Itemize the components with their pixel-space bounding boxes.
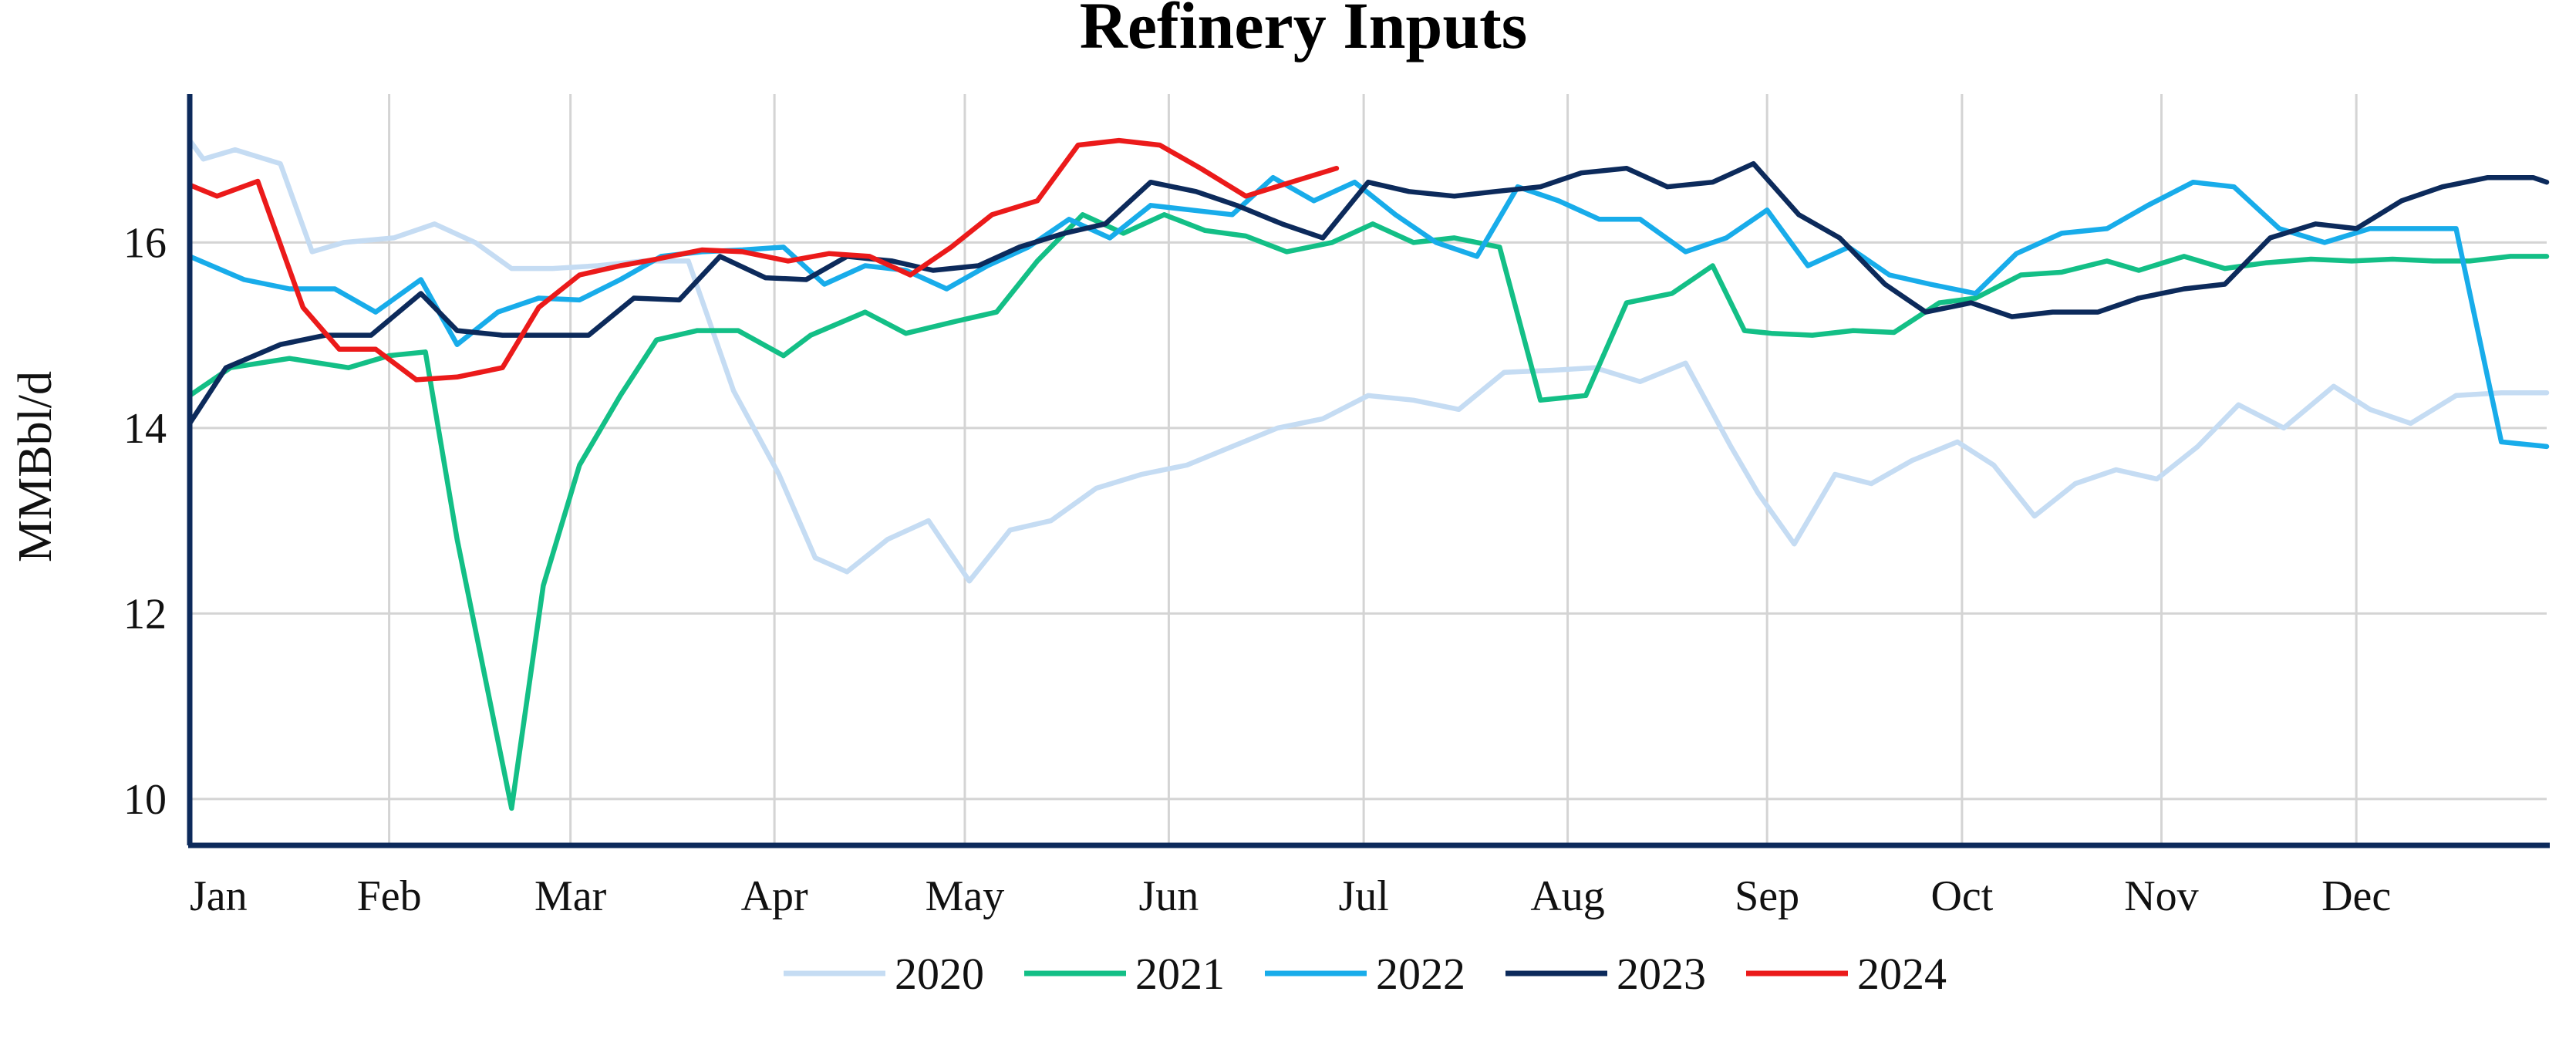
y-tick-label: 10 [123,776,167,824]
y-tick-label: 12 [123,590,167,638]
grid-layer [190,94,2547,845]
x-tick-label: Sep [1735,872,1799,920]
x-tick-label: Nov [2124,872,2198,920]
axis-layer [187,94,2550,848]
chart-title: Refinery Inputs [1080,0,1528,62]
legend-label-2023: 2023 [1617,949,1706,999]
series-line-2020 [187,137,2550,584]
x-tick-label: Aug [1530,872,1604,920]
legend-label-2020: 2020 [895,949,984,999]
series-layer [187,137,2550,811]
x-tick-label: Oct [1930,872,1993,920]
x-tick-label: Jun [1139,872,1199,920]
x-tick-label: Jan [190,872,248,920]
x-tick-label: Jul [1338,872,1388,920]
series-line-2023 [187,160,2550,427]
series-line-2022 [187,174,2550,450]
legend-label-2021: 2021 [1135,949,1225,999]
series-line-2024 [187,137,1340,383]
x-tick-label: Mar [534,872,607,920]
x-tick-label: May [926,872,1005,920]
legend-label-2022: 2022 [1376,949,1465,999]
y-tick-label: 14 [123,405,167,453]
tick-label-layer: 10 12 14 16 Jan Feb Mar Apr May Jun Jul Aug Sep Oct No… [123,219,2391,920]
y-axis-label: MMBbl/d [9,371,62,562]
x-tick-label: Apr [741,872,808,920]
x-tick-label: Feb [357,872,422,920]
legend: 2020 2021 2022 2023 2024 [784,949,1947,999]
legend-label-2024: 2024 [1857,949,1947,999]
x-tick-label: Dec [2321,872,2391,920]
series-line-2021 [187,212,2550,811]
y-tick-label: 16 [123,219,167,267]
